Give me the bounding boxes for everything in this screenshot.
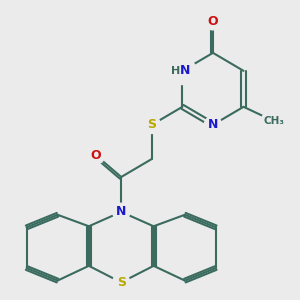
- Circle shape: [204, 13, 222, 30]
- Text: N: N: [116, 206, 126, 218]
- Circle shape: [169, 57, 196, 85]
- Text: N: N: [180, 64, 190, 77]
- Text: N: N: [208, 118, 218, 131]
- Text: O: O: [91, 149, 101, 162]
- Circle shape: [143, 116, 160, 134]
- Text: O: O: [208, 15, 218, 28]
- Circle shape: [262, 109, 287, 134]
- Text: CH₃: CH₃: [264, 116, 285, 126]
- Circle shape: [112, 274, 130, 291]
- Text: S: S: [147, 118, 156, 131]
- Circle shape: [87, 147, 105, 164]
- Circle shape: [204, 116, 222, 134]
- Text: H: H: [171, 66, 180, 76]
- Circle shape: [112, 203, 130, 220]
- Text: S: S: [117, 276, 126, 289]
